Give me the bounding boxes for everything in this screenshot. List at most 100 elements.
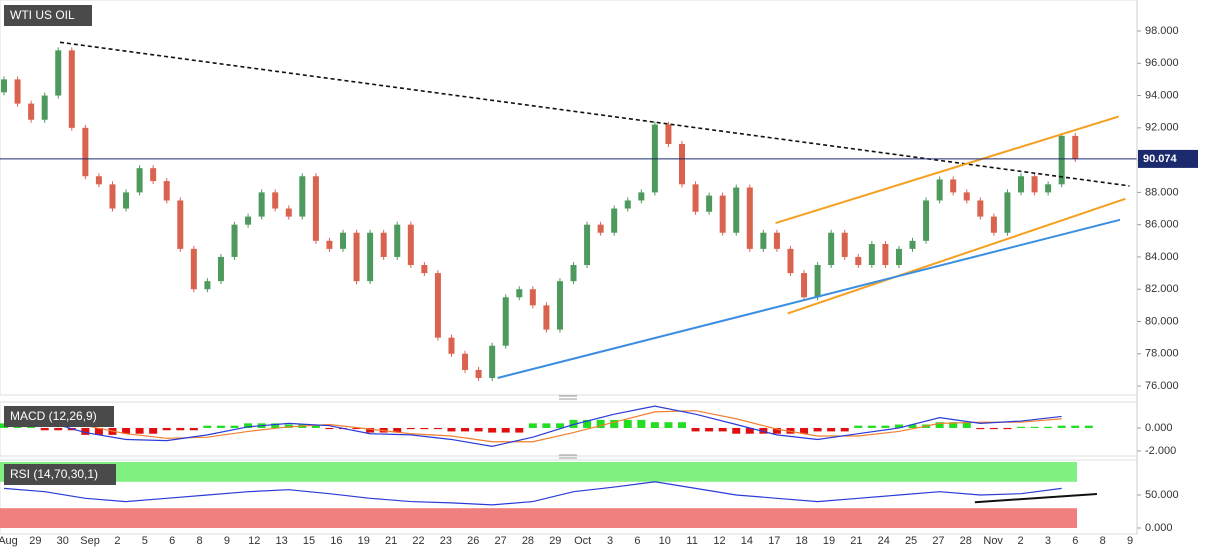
- x-tick-label: 19: [358, 535, 370, 547]
- x-tick-label: 13: [276, 535, 288, 547]
- candle: [773, 232, 780, 249]
- candle: [1058, 135, 1065, 185]
- x-tick-label: 22: [412, 535, 424, 547]
- x-tick-label: 12: [248, 535, 260, 547]
- histogram-bar: [501, 427, 510, 433]
- histogram-bar: [596, 419, 605, 428]
- macd-line: [3, 405, 1062, 447]
- candle: [679, 143, 685, 185]
- histogram-bar: [366, 427, 375, 433]
- last-price-label: 90.074: [1143, 153, 1178, 165]
- candle: [217, 256, 224, 282]
- y-tick-label: 94.000: [1145, 89, 1179, 101]
- trend-line: [59, 41, 1130, 187]
- x-tick-label: Nov: [983, 535, 1003, 547]
- macd-title: MACD (12,26,9): [10, 409, 97, 423]
- panel-handle[interactable]: [559, 454, 577, 459]
- histogram-bar: [474, 427, 483, 432]
- histogram-bar: [772, 427, 781, 434]
- x-tick-label: 5: [142, 535, 148, 547]
- title-box: [4, 5, 92, 26]
- candle: [923, 200, 930, 241]
- histogram-bar: [528, 423, 537, 428]
- panel-handle[interactable]: [559, 395, 577, 400]
- x-tick-label: 28: [960, 535, 972, 547]
- histogram-bar: [189, 427, 198, 431]
- x-tick-label: 10: [659, 535, 671, 547]
- histogram-bar: [216, 425, 225, 428]
- candle: [746, 187, 753, 249]
- x-tick-label: 2: [1017, 535, 1023, 547]
- y-tick-label: 96.000: [1145, 57, 1179, 69]
- candle: [272, 192, 279, 209]
- histogram-bar: [962, 422, 971, 428]
- candle: [1004, 192, 1011, 233]
- histogram-bar: [420, 427, 429, 430]
- candle: [177, 200, 184, 249]
- trend-line: [787, 197, 1126, 315]
- rsi-title: RSI (14,70,30,1): [10, 467, 98, 481]
- y-tick-label: 80.000: [1145, 315, 1179, 327]
- candle: [719, 195, 726, 233]
- histogram-bar: [705, 427, 714, 432]
- histogram-bar: [461, 427, 470, 432]
- candle: [28, 103, 35, 120]
- histogram-bar: [813, 427, 822, 432]
- plot-layer: 76.00078.00080.00082.00084.00086.00088.0…: [0, 0, 1198, 547]
- x-tick-label: 29: [29, 535, 41, 547]
- candle: [624, 200, 631, 209]
- candle: [855, 256, 862, 266]
- histogram-bar: [881, 425, 890, 428]
- candle: [706, 195, 713, 212]
- histogram-bar: [935, 422, 944, 428]
- candle: [136, 168, 143, 193]
- histogram-bar: [623, 419, 632, 428]
- histogram-bar: [488, 427, 497, 433]
- candle: [936, 179, 943, 201]
- x-tick-label: 8: [196, 535, 202, 547]
- histogram-bar: [271, 423, 280, 428]
- candle: [68, 50, 75, 128]
- candle: [95, 176, 102, 185]
- candle: [109, 184, 116, 209]
- histogram-bar: [678, 422, 686, 428]
- oversold-zone: [0, 508, 1077, 528]
- histogram-bar: [230, 425, 239, 428]
- candle: [285, 208, 292, 217]
- candle: [1045, 184, 1052, 193]
- last-price-box: [1138, 149, 1198, 168]
- candle: [434, 273, 441, 338]
- candle: [448, 337, 455, 354]
- candle: [814, 265, 821, 298]
- histogram-bar: [908, 424, 917, 428]
- histogram-bar: [81, 427, 90, 435]
- histogram-bar: [827, 427, 836, 432]
- candle: [760, 232, 767, 249]
- candle: [326, 240, 333, 249]
- candle: [597, 224, 604, 233]
- histogram-bar: [1071, 425, 1080, 428]
- candle: [245, 216, 252, 225]
- histogram-bar: [311, 424, 320, 428]
- histogram-bar: [854, 425, 863, 428]
- candle: [462, 353, 469, 370]
- histogram-bar: [1030, 426, 1039, 428]
- candle: [380, 232, 387, 257]
- x-tick-label: 26: [467, 535, 479, 547]
- y-tick-label: 88.000: [1145, 186, 1179, 198]
- x-tick-label: 14: [741, 535, 753, 547]
- histogram-bar: [149, 427, 158, 434]
- x-tick-label: Oct: [574, 535, 591, 547]
- y-tick-label: -2.000: [1145, 445, 1176, 457]
- x-tick-label: 8: [1100, 535, 1106, 547]
- overbought-zone: [0, 462, 1077, 482]
- histogram-bar: [894, 424, 903, 428]
- candle: [950, 179, 957, 193]
- histogram-bar: [989, 427, 998, 430]
- candle: [1, 79, 7, 93]
- x-tick-label: 27: [494, 535, 506, 547]
- histogram-bar: [40, 427, 49, 431]
- trend-line: [775, 115, 1119, 225]
- candle: [312, 176, 319, 241]
- x-tick-label: 9: [1127, 535, 1133, 547]
